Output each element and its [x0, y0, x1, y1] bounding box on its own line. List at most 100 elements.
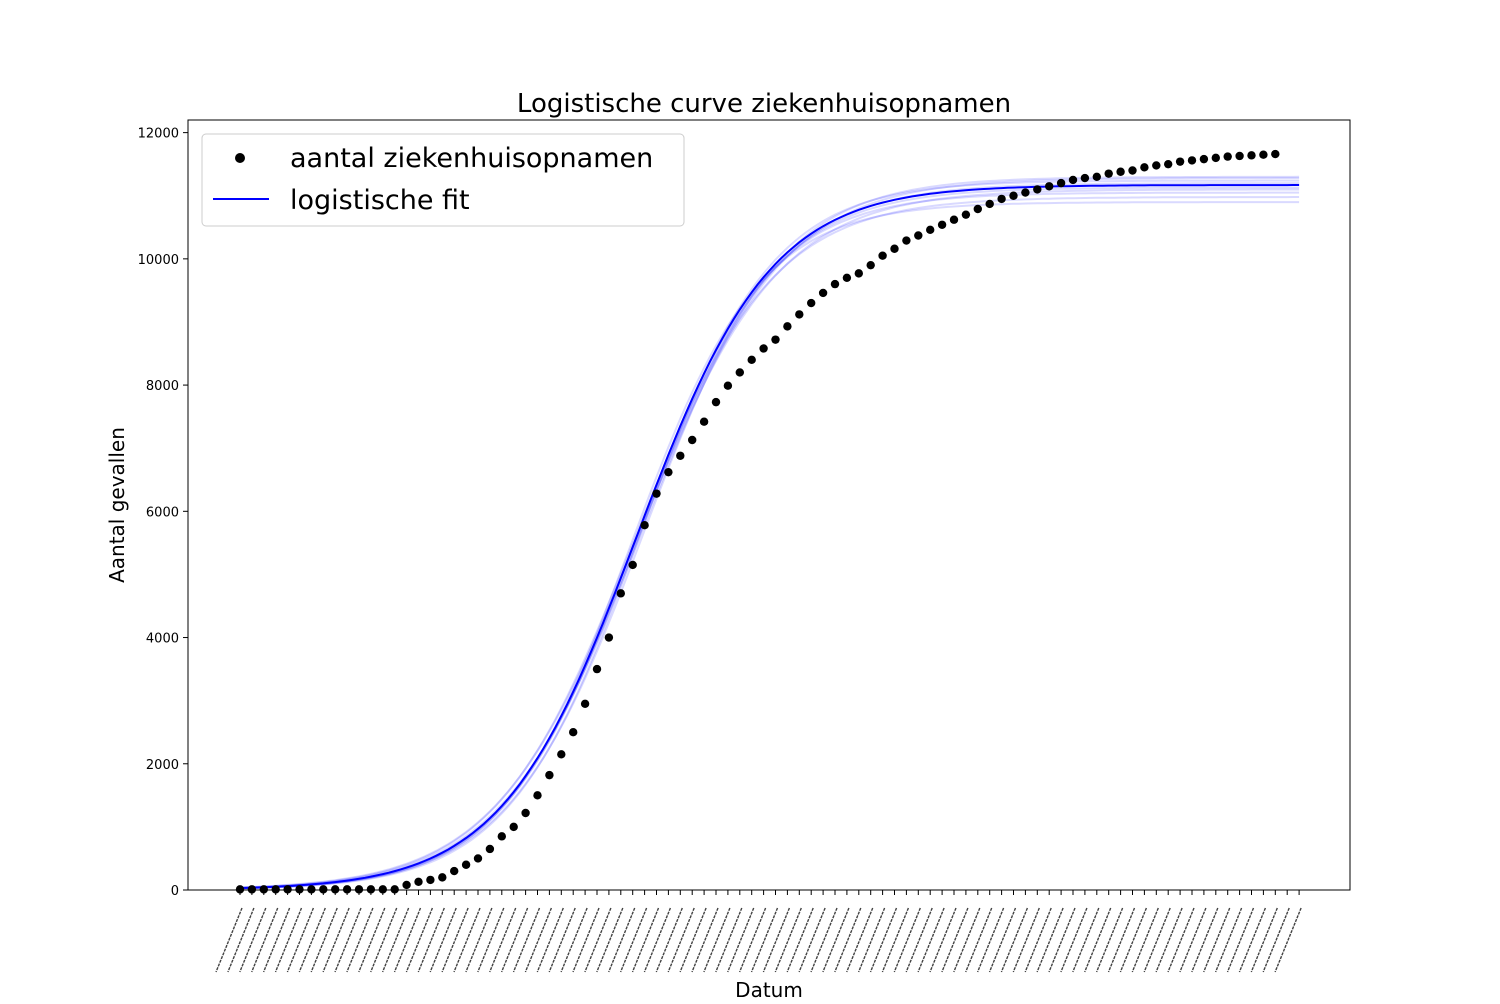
x-tick-label-mark	[572, 907, 600, 973]
data-point	[295, 885, 304, 894]
data-point	[354, 885, 364, 894]
x-tick-label-mark	[1060, 907, 1088, 973]
data-point	[1128, 166, 1137, 175]
data-point	[1259, 150, 1268, 159]
x-tick-label-mark	[917, 907, 945, 973]
x-tick-label-mark	[846, 907, 874, 973]
x-tick-label-mark	[774, 907, 802, 973]
x-tick-label-mark	[1250, 907, 1278, 973]
x-tick-label-mark	[1214, 907, 1243, 973]
x-tick-label-mark	[405, 907, 434, 973]
data-point	[1033, 185, 1042, 194]
x-tick-label-mark	[976, 907, 1005, 973]
x-tick-label-mark	[1012, 907, 1040, 973]
data-point	[1211, 153, 1221, 163]
data-point	[331, 885, 340, 894]
data-point	[1140, 163, 1149, 172]
data-point	[640, 520, 649, 530]
x-tick-label-mark	[798, 907, 826, 973]
y-tick-label: 10000	[138, 253, 179, 268]
x-axis-label: Datum	[735, 978, 803, 1000]
x-tick-label-mark	[381, 907, 410, 973]
x-tick-label-mark	[1203, 907, 1231, 973]
data-point	[628, 560, 637, 570]
data-point	[521, 808, 530, 818]
x-tick-label-mark	[881, 907, 910, 973]
chart-title: Logistische curve ziekenhuisopnamen	[517, 89, 1011, 119]
data-point	[711, 397, 721, 407]
x-tick-label-mark	[691, 907, 719, 973]
x-tick-label-mark	[786, 907, 814, 973]
data-point	[1080, 173, 1090, 183]
data-point	[652, 489, 661, 498]
x-tick-label-mark	[893, 907, 921, 973]
data-point	[854, 269, 863, 278]
data-point	[450, 866, 459, 876]
y-tick-label: 2000	[146, 758, 179, 773]
data-point	[1187, 156, 1197, 165]
x-tick-label-mark	[417, 907, 445, 973]
x-tick-label-mark	[239, 907, 267, 973]
data-point	[1199, 154, 1209, 164]
data-point	[1104, 169, 1113, 178]
x-tick-label-mark	[619, 907, 648, 973]
x-tick-label-mark	[965, 907, 993, 973]
fit-band-curve	[239, 177, 1300, 889]
data-point	[247, 885, 257, 894]
x-tick-label-mark	[370, 907, 398, 973]
data-point	[497, 832, 506, 841]
data-point	[1009, 191, 1018, 200]
legend-dot-marker	[235, 153, 245, 163]
data-point	[699, 417, 709, 426]
data-point	[1235, 151, 1244, 161]
x-tick-label-mark	[346, 907, 374, 973]
x-tick-label-mark	[953, 907, 981, 973]
y-tick-label: 8000	[146, 379, 179, 394]
data-point	[259, 885, 268, 894]
x-tick-label-mark	[810, 907, 838, 973]
data-point	[402, 880, 411, 890]
data-point	[509, 822, 518, 832]
data-point	[1092, 172, 1102, 182]
x-tick-label-mark	[1072, 907, 1100, 973]
x-tick-label-mark	[1119, 907, 1148, 973]
x-tick-label-mark	[822, 907, 850, 973]
x-tick-label-mark	[988, 907, 1017, 973]
data-point	[545, 770, 554, 780]
data-point	[1175, 157, 1185, 166]
data-point	[438, 873, 447, 882]
fit-band-curve	[239, 175, 1300, 890]
data-point	[842, 273, 852, 282]
data-point	[688, 435, 697, 445]
data-point	[830, 279, 840, 289]
legend-frame	[201, 133, 685, 227]
fit-band-curve	[239, 188, 1300, 889]
x-tick-label-mark	[929, 907, 957, 973]
data-point	[390, 885, 399, 894]
data-point	[1223, 152, 1232, 161]
x-tick-label-mark	[679, 907, 707, 973]
x-tick-label-mark	[1000, 907, 1029, 973]
x-tick-label-mark	[524, 907, 553, 973]
x-tick-label-mark	[1143, 907, 1171, 973]
x-tick-label-mark	[727, 907, 755, 973]
data-point	[1045, 182, 1054, 191]
data-point	[1116, 167, 1125, 176]
x-tick-label-mark	[286, 907, 315, 973]
data-point	[533, 791, 542, 800]
x-tick-label-mark	[334, 907, 362, 973]
x-tick-label-mark	[1131, 907, 1159, 973]
data-point	[866, 260, 875, 270]
x-tick-label-mark	[715, 907, 743, 973]
y-tick-label: 0	[171, 884, 179, 899]
data-point	[664, 467, 673, 477]
data-point	[878, 251, 887, 260]
data-point	[937, 220, 947, 229]
data-point	[1164, 159, 1173, 169]
fit-band-curve	[239, 201, 1300, 890]
y-tick-label: 6000	[146, 505, 179, 520]
x-axis	[215, 890, 1302, 973]
data-point	[473, 854, 483, 863]
data-point	[283, 885, 292, 894]
